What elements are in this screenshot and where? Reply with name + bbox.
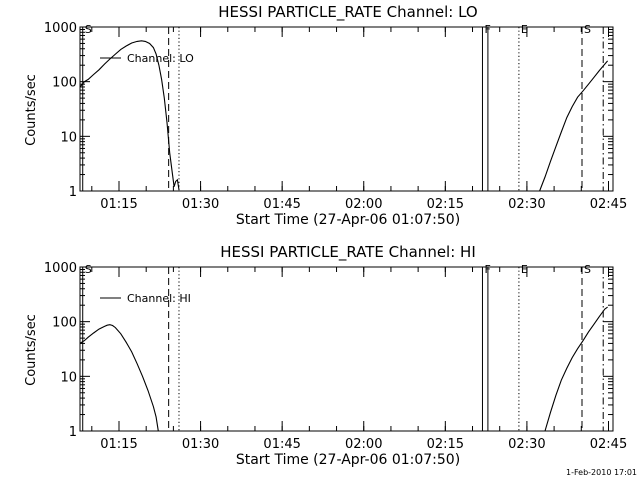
panel-hi-y-axis-label: Counts/sec — [24, 314, 39, 386]
panel-hi-data-line — [544, 306, 608, 432]
panel-hi-data-line — [79, 324, 159, 432]
panel-hi-flag-label: S — [85, 263, 92, 276]
panel-hi-axes-frame — [79, 266, 614, 432]
panel-lo-plot-area: 1 10 100 1000 01:15 01:30 01:45 02:00 02:15 02:30… — [44, 21, 627, 212]
panel-lo-axes-frame — [79, 26, 614, 192]
panel-lo-data-line — [539, 60, 609, 192]
panel-hi-x-tick-label: 01:45 — [263, 437, 300, 452]
panel-lo-data-line — [79, 40, 180, 190]
panel-hi-x-tick-label: 01:15 — [100, 437, 137, 452]
panel-lo-flag-label: S — [85, 23, 92, 36]
panel-lo-title: HESSI PARTICLE_RATE Channel: LO — [218, 3, 477, 22]
panel-lo-x-tick-label: 01:15 — [100, 197, 137, 212]
panel-lo-x-tick-label: 02:30 — [508, 197, 545, 212]
panel-lo-y-tick-label: 1000 — [44, 21, 77, 36]
panel-lo-x-tick-label: 02:00 — [345, 197, 382, 212]
panel-lo-y-tick-label: 1 — [69, 185, 77, 200]
panel-lo-x-tick-label: 02:15 — [427, 197, 464, 212]
panel-hi-legend-label: Channel: HI — [127, 292, 191, 305]
panel-hi: HESSI PARTICLE_RATE Channel: HI Counts/s… — [24, 243, 627, 468]
panel-hi-flag-label: S — [584, 263, 591, 276]
panel-hi-y-tick-label: 1000 — [44, 261, 77, 276]
panel-lo-x-tick-label: 01:30 — [182, 197, 219, 212]
panel-lo: HESSI PARTICLE_RATE Channel: LO Counts/s… — [24, 3, 627, 228]
panel-hi-x-tick-label: 02:30 — [508, 437, 545, 452]
panel-hi-plot-area: 1 10 100 1000 01:15 01:30 01:45 02:00 02:15 02:30… — [44, 261, 627, 452]
panel-hi-x-tick-label: 02:45 — [590, 437, 627, 452]
panel-hi-x-tick-label: 01:30 — [182, 437, 219, 452]
timestamp: 1-Feb-2010 17:01 — [566, 468, 637, 477]
panel-hi-y-tick-label: 1 — [69, 425, 77, 440]
panel-lo-flag-label: S — [584, 23, 591, 36]
panel-lo-y-tick-label: 100 — [52, 76, 77, 91]
panel-hi-x-tick-label: 02:00 — [345, 437, 382, 452]
panel-lo-legend-label: Channel: LO — [127, 52, 194, 65]
panel-hi-y-tick-label: 100 — [52, 316, 77, 331]
panel-hi-x-axis-label: Start Time (27-Apr-06 01:07:50) — [236, 452, 460, 468]
panel-hi-flag-label: E — [521, 263, 528, 276]
panel-lo-y-tick-label: 10 — [60, 130, 77, 145]
panel-lo-y-axis-label: Counts/sec — [24, 74, 39, 146]
panel-lo-flag-label: E — [521, 23, 528, 36]
panel-hi-x-tick-label: 02:15 — [427, 437, 464, 452]
panel-lo-x-axis-label: Start Time (27-Apr-06 01:07:50) — [236, 212, 460, 228]
panel-lo-x-tick-label: 02:45 — [590, 197, 627, 212]
panel-hi-title: HESSI PARTICLE_RATE Channel: HI — [220, 243, 476, 262]
panel-hi-y-tick-label: 10 — [60, 370, 77, 385]
panel-lo-x-tick-label: 01:45 — [263, 197, 300, 212]
